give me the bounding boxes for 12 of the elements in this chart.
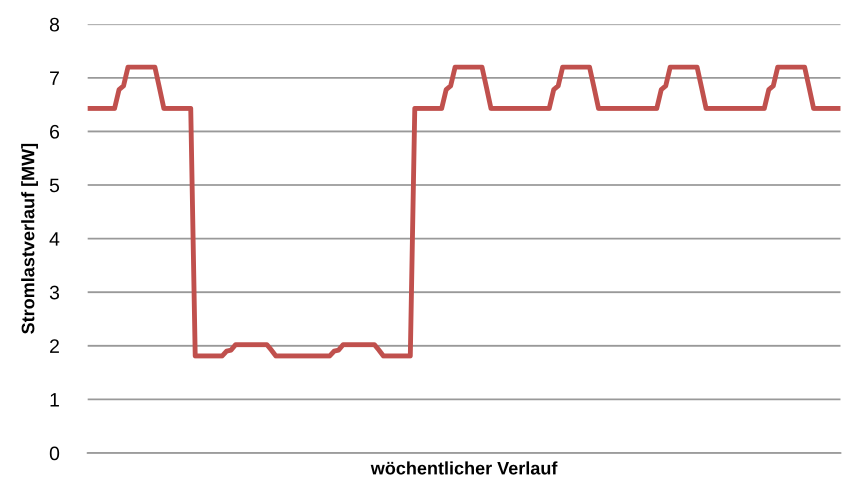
- y-tick-label: 0: [50, 446, 60, 460]
- y-tick-label: 8: [50, 18, 60, 32]
- y-tick-label: 6: [50, 124, 60, 139]
- y-tick-label: 3: [50, 286, 60, 300]
- y-tick-label: 4: [50, 232, 60, 246]
- y-tick-label: 1: [50, 393, 59, 406]
- y-tick-label: 5: [50, 178, 60, 192]
- y-tick-label: 2: [50, 339, 59, 353]
- x-axis-title: wöchentlicher Verlauf: [370, 461, 558, 475]
- line-series: [88, 64, 840, 358]
- y-axis-title: Stromlastverlauf [MW]: [21, 144, 38, 334]
- y-tick-label: 7: [50, 72, 59, 85]
